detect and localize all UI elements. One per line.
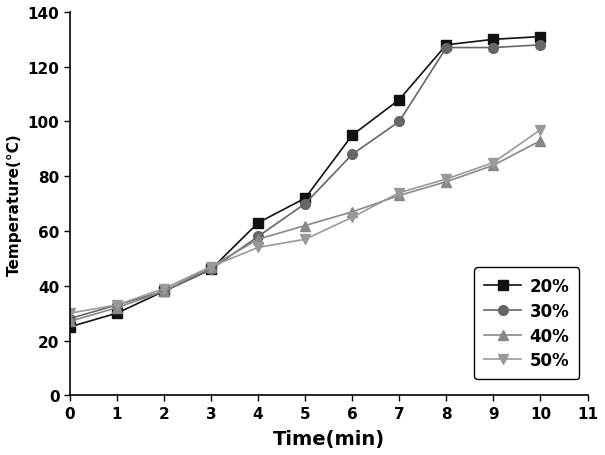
- 20%: [160, 289, 168, 294]
- 30%: [443, 46, 450, 51]
- Line: 20%: 20%: [65, 33, 545, 332]
- 40%: [537, 139, 544, 144]
- 40%: [301, 223, 309, 229]
- 40%: [160, 289, 168, 294]
- 50%: [443, 177, 450, 182]
- 40%: [396, 193, 403, 199]
- Line: 50%: 50%: [65, 126, 545, 318]
- Line: 40%: 40%: [65, 136, 545, 327]
- 30%: [255, 234, 262, 240]
- 50%: [66, 311, 73, 316]
- 20%: [301, 196, 309, 202]
- 20%: [348, 133, 356, 139]
- Line: 30%: 30%: [65, 41, 545, 324]
- 20%: [396, 98, 403, 103]
- 20%: [208, 267, 215, 273]
- 50%: [301, 237, 309, 243]
- 20%: [113, 311, 120, 316]
- X-axis label: Time(min): Time(min): [273, 429, 385, 448]
- 40%: [490, 163, 497, 169]
- 30%: [160, 289, 168, 294]
- 40%: [113, 305, 120, 311]
- 40%: [255, 237, 262, 243]
- 30%: [490, 46, 497, 51]
- 40%: [208, 264, 215, 270]
- 20%: [66, 324, 73, 330]
- 30%: [348, 152, 356, 158]
- 30%: [537, 43, 544, 48]
- 50%: [255, 245, 262, 251]
- 50%: [160, 286, 168, 292]
- 30%: [301, 202, 309, 207]
- 20%: [490, 37, 497, 43]
- 30%: [113, 303, 120, 308]
- 20%: [443, 43, 450, 48]
- 20%: [255, 221, 262, 226]
- Y-axis label: Temperature(°C): Temperature(°C): [7, 133, 22, 275]
- 50%: [490, 161, 497, 166]
- 40%: [348, 210, 356, 215]
- 50%: [396, 191, 403, 196]
- 40%: [443, 180, 450, 185]
- 40%: [66, 319, 73, 324]
- Legend: 20%, 30%, 40%, 50%: 20%, 30%, 40%, 50%: [474, 268, 579, 379]
- 30%: [66, 316, 73, 322]
- 20%: [537, 35, 544, 40]
- 50%: [113, 303, 120, 308]
- 50%: [537, 128, 544, 133]
- 50%: [348, 215, 356, 221]
- 30%: [208, 267, 215, 273]
- 30%: [396, 120, 403, 125]
- 50%: [208, 264, 215, 270]
